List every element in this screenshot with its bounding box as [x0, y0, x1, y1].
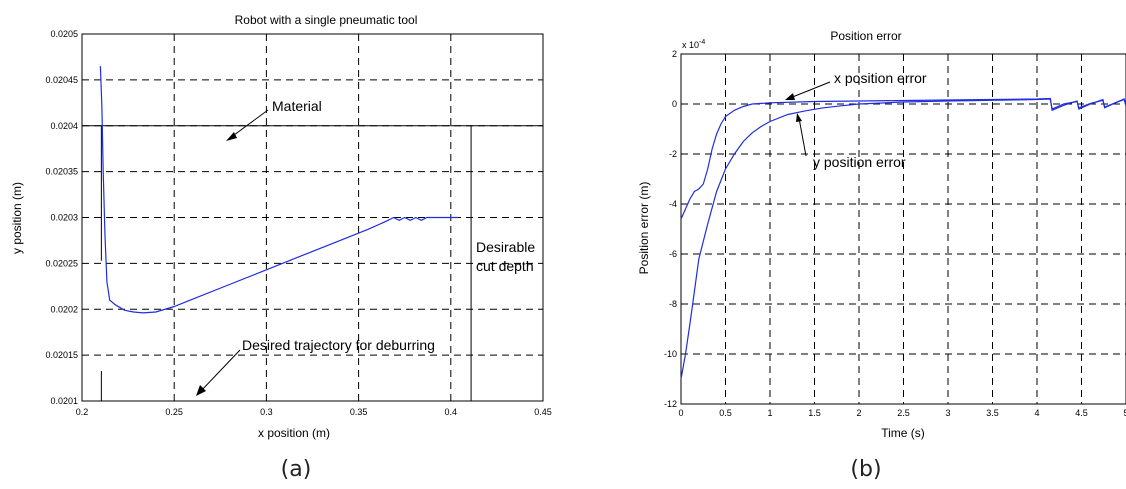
chart-a-plot-frame: [81, 33, 544, 402]
x-tick-label: 4: [1034, 408, 1039, 418]
chart-b-plot-frame: [680, 53, 1126, 405]
cut-depth-annotation: cut depth: [476, 258, 534, 274]
y-tick-label: -6: [669, 249, 677, 259]
y-tick-label: 0.0204: [50, 121, 78, 131]
chart-b-gridlines: [681, 54, 1126, 404]
y-tick-label: 0.02015: [45, 350, 78, 360]
x-tick-label: 4.5: [1075, 408, 1088, 418]
y-tick-label: 0.0205: [50, 29, 78, 39]
x-tick-label: 3.5: [986, 408, 999, 418]
desired-trajectory-annotation: Desired trajectory for deburring: [242, 337, 435, 353]
trajectory-arrow-head: [196, 385, 206, 396]
x-tick-label: 1: [767, 408, 772, 418]
chart-a-xlabel: x position (m): [258, 426, 330, 440]
chart-b-title: Position error: [830, 29, 901, 43]
trajectory-arrow-line: [199, 349, 241, 393]
y-tick-label: 0.02025: [45, 258, 78, 268]
x-tick-label: 0.3: [260, 407, 273, 417]
y-tick-label: -10: [664, 349, 677, 359]
chart-a-series-line: [99, 66, 459, 314]
x-tick-label: 0.5: [719, 408, 732, 418]
y-tick-label: 0.02035: [45, 167, 78, 177]
y-tick-label: -4: [669, 199, 677, 209]
y-tick-label: 0.0202: [50, 304, 78, 314]
y-tick-label: -2: [669, 149, 677, 159]
chart-a-tick-labels: 0.2 0.25 0.3 0.35 0.4 0.45 0.0201 0.02015 0.0202…: [45, 29, 551, 417]
y-tick-label: -12: [664, 399, 677, 409]
y-error-arrow-line: [798, 117, 807, 157]
x-tick-label: 2.5: [897, 408, 910, 418]
chart-b-series-line-2: [680, 98, 1126, 380]
y-tick-label: 2: [672, 49, 677, 59]
x-tick-label: 0.45: [534, 407, 552, 417]
y-tick-label: 0.0203: [50, 213, 78, 223]
y-multiplier-base: x 10: [682, 40, 699, 50]
y-multiplier-exponent: -4: [699, 39, 705, 46]
y-tick-label: -8: [669, 299, 677, 309]
x-tick-label: 0: [678, 408, 683, 418]
chart-a-ylabel: y position (m): [10, 182, 24, 254]
x-error-arrow-line: [789, 81, 831, 99]
chart-b-y-multiplier: x 10-4: [682, 39, 705, 50]
panel-b: Position error x 10-4 0 0.5 1 1.5 2 2.5 3 3.5 4 4…: [637, 29, 1126, 440]
material-arrow-line: [229, 109, 269, 139]
desirable-annotation: Desirable: [476, 239, 535, 255]
panel-a: Robot with a single pneumatic tool 0.2 0.…: [10, 13, 552, 440]
x-tick-label: 0.4: [445, 407, 458, 417]
y-error-annotation: y position error: [813, 154, 906, 170]
x-tick-label: 1.5: [808, 408, 821, 418]
chart-a-title: Robot with a single pneumatic tool: [235, 13, 418, 27]
chart-b-xlabel: Time (s): [881, 426, 925, 440]
x-error-annotation: x position error: [834, 70, 927, 86]
chart-b-ylabel: Position error (m): [637, 182, 651, 275]
x-error-arrow-head: [785, 93, 795, 100]
caption-a: (a): [281, 457, 312, 482]
material-arrow-head: [226, 132, 237, 141]
x-tick-label: 0.35: [350, 407, 368, 417]
y-error-arrow-head: [796, 113, 802, 122]
x-tick-label: 0.2: [76, 407, 89, 417]
y-tick-label: 0.02045: [45, 75, 78, 85]
x-tick-label: 3: [945, 408, 950, 418]
x-tick-label: 5: [1123, 408, 1126, 418]
caption-b: (b): [850, 457, 881, 482]
y-tick-label: 0.0201: [50, 396, 78, 406]
y-tick-label: 0: [672, 99, 677, 109]
x-tick-label: 2: [856, 408, 861, 418]
chart-b-tick-labels: 0 0.5 1 1.5 2 2.5 3 3.5 4 4.5 5 -12 -10 -8 -6 -4 -2 0 2: [664, 49, 1126, 418]
x-tick-label: 0.25: [165, 407, 183, 417]
material-annotation: Material: [272, 98, 322, 114]
